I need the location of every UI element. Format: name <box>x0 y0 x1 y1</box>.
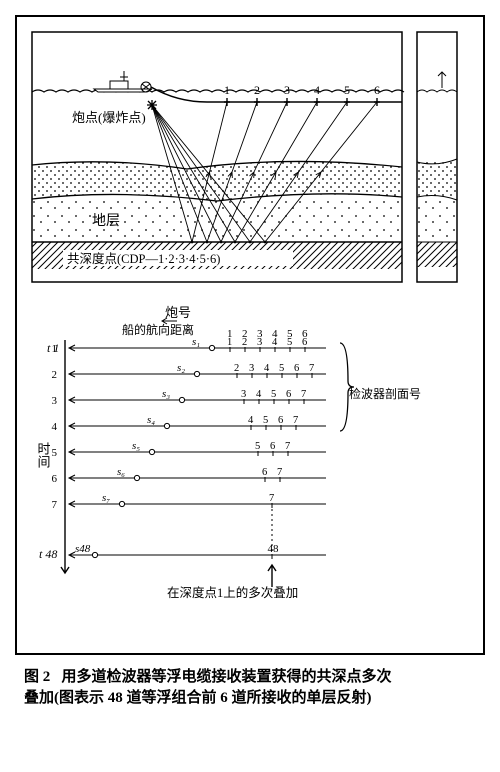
shot-point-label: 炮点(爆炸点) <box>72 110 146 125</box>
receiver-num-5: 5 <box>344 83 350 97</box>
receiver-num-6: 6 <box>374 83 380 97</box>
rec-num-4-6: 6 <box>278 415 283 426</box>
shot-label-5: s₅ <box>132 440 140 452</box>
rf-l2 <box>417 197 457 242</box>
cdp-dot-5 <box>249 241 252 244</box>
row-idx-1: 1 <box>52 343 58 355</box>
row-idx-4: 4 <box>52 421 58 433</box>
rec-num-1-5: 5 <box>287 337 292 348</box>
shot-marker-6 <box>134 475 139 480</box>
shot-label-2: s₂ <box>177 362 185 374</box>
caption-fig-label: 图 2 <box>24 669 50 685</box>
rec-num-1-6: 6 <box>302 337 307 348</box>
receiver-num-2: 2 <box>254 83 260 97</box>
cdp-dot-1 <box>191 241 194 244</box>
shot-marker-7 <box>119 501 124 506</box>
row-idx-2: 2 <box>52 369 58 381</box>
receiver-num-3: 3 <box>284 83 290 97</box>
shot-marker-2 <box>194 371 199 376</box>
caption-line2: 叠加(图表示 48 道等浮组合前 6 道所接收的单层反射) <box>24 690 372 706</box>
rec-num-2-3: 3 <box>249 363 254 374</box>
rec-num-4-7: 7 <box>293 415 298 426</box>
cdp-dot-3 <box>220 241 223 244</box>
label-receiver-profile: 检波器剖面号 <box>349 386 421 401</box>
rf-l1 <box>417 162 457 197</box>
rec-num-3-4: 4 <box>256 389 262 400</box>
cdp-label: 共深度点(CDP—1·2·3·4·5·6) <box>67 251 220 266</box>
rec-num-6-7: 7 <box>277 467 282 478</box>
rec-num-1-3: 3 <box>257 337 262 348</box>
rec-num-3-7: 7 <box>301 389 306 400</box>
stratum-label: 地层 <box>92 213 120 229</box>
rec-num-2-7: 7 <box>309 363 314 374</box>
rf-l3 <box>417 242 457 267</box>
rec-num-2-2: 2 <box>234 363 239 374</box>
cdp-dot-6 <box>264 241 267 244</box>
rec-only-48: 48 <box>268 543 280 555</box>
rec-num-7-7: 7 <box>269 493 274 504</box>
rec-num-5-6: 6 <box>270 441 275 452</box>
receiver-num-1: 1 <box>224 83 230 97</box>
rec-num-4-5: 5 <box>263 415 268 426</box>
caption-line1: 用多道检波器等浮电缆接收装置获得的共深点多次 <box>62 669 392 685</box>
shot-label-6: s₆ <box>117 466 125 478</box>
shot-marker-5 <box>149 449 154 454</box>
shot-label-48: s48 <box>75 543 91 555</box>
rec-num-2-6: 6 <box>294 363 299 374</box>
streamer-cable <box>151 87 402 102</box>
shot-label-3: s₃ <box>162 388 170 400</box>
row-idx-3: 3 <box>52 395 58 407</box>
figure-caption: 图 2 用多道检波器等浮电缆接收装置获得的共深点多次 叠加(图表示 48 道等浮… <box>0 663 500 709</box>
diagram-svg: 123456炮点(爆炸点)地层共深度点(CDP—1·2·3·4·5·6)炮号船的… <box>17 17 483 653</box>
label-stack-note: 在深度点1上的多次叠加 <box>167 585 298 600</box>
rec-num-3-3: 3 <box>241 389 246 400</box>
row-idx-5: 5 <box>52 447 58 459</box>
shot-label-7: s₇ <box>102 492 110 504</box>
label-heading-dist: 船的航向距离 <box>122 322 194 337</box>
rec-num-5-7: 7 <box>285 441 290 452</box>
shot-marker-4 <box>164 423 169 428</box>
shot-label-4: s₄ <box>147 414 155 426</box>
shot-marker-1 <box>209 345 214 350</box>
rec-num-6-6: 6 <box>262 467 267 478</box>
right-water <box>417 90 457 92</box>
cdp-dot-2 <box>206 241 209 244</box>
label-t48: t 48 <box>39 547 57 561</box>
shot-marker-48 <box>92 552 97 557</box>
label-shot-number: 炮号 <box>165 305 191 320</box>
figure-frame: 123456炮点(爆炸点)地层共深度点(CDP—1·2·3·4·5·6)炮号船的… <box>15 15 485 655</box>
rec-num-4-4: 4 <box>248 415 254 426</box>
rec-num-1-4: 4 <box>272 337 278 348</box>
label-time-axis: 时间 <box>36 442 51 468</box>
rec-num-2-5: 5 <box>279 363 284 374</box>
boat-cabin <box>110 81 128 89</box>
receiver-num-4: 4 <box>314 83 320 97</box>
rec-num-1-1: 1 <box>227 337 232 348</box>
rec-num-5-5: 5 <box>255 441 260 452</box>
cdp-dot-4 <box>234 241 237 244</box>
boat-mast <box>120 71 128 81</box>
stack-arrow <box>268 565 276 587</box>
shot-label-1: s₁ <box>192 336 200 348</box>
row-idx-6: 6 <box>52 473 58 485</box>
right-marker <box>438 72 446 88</box>
time-axis-arrow <box>61 340 69 573</box>
rec-num-3-6: 6 <box>286 389 291 400</box>
rec-num-3-5: 5 <box>271 389 276 400</box>
row-idx-7: 7 <box>52 499 58 511</box>
shot-marker-3 <box>179 397 184 402</box>
rec-num-1-2: 2 <box>242 337 247 348</box>
rec-num-2-4: 4 <box>264 363 270 374</box>
